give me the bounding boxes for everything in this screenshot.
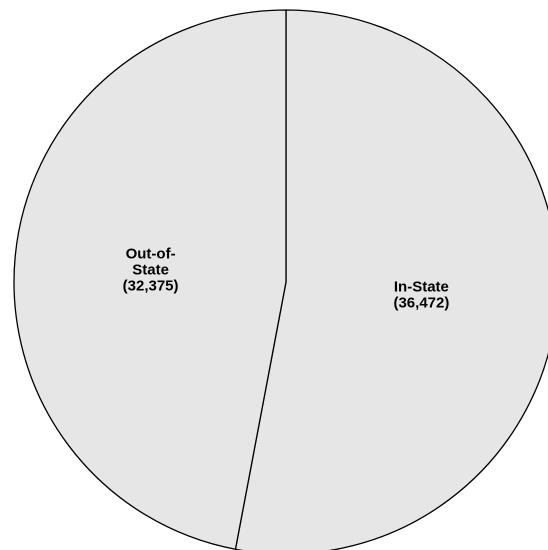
pie-slice-label-line: Out-of-	[126, 245, 176, 262]
labels-layer: In-State (36,472) Out-of-State (32,375)	[123, 245, 450, 311]
pie-slice-in-state	[234, 9, 548, 550]
pie-slice-label-out-of-state: Out-of-State (32,375)	[123, 245, 179, 294]
pie-slice-label-line: In-State	[394, 279, 449, 296]
pie-slice-label-line: (36,472)	[393, 295, 449, 312]
slices-layer	[13, 9, 548, 550]
pie-slice-label-in-state: In-State (36,472)	[393, 279, 449, 312]
pie-slice-label-line: State	[132, 261, 169, 278]
pie-slice-label-line: (32,375)	[123, 277, 179, 294]
pie-slice-out-of-state	[13, 9, 287, 550]
